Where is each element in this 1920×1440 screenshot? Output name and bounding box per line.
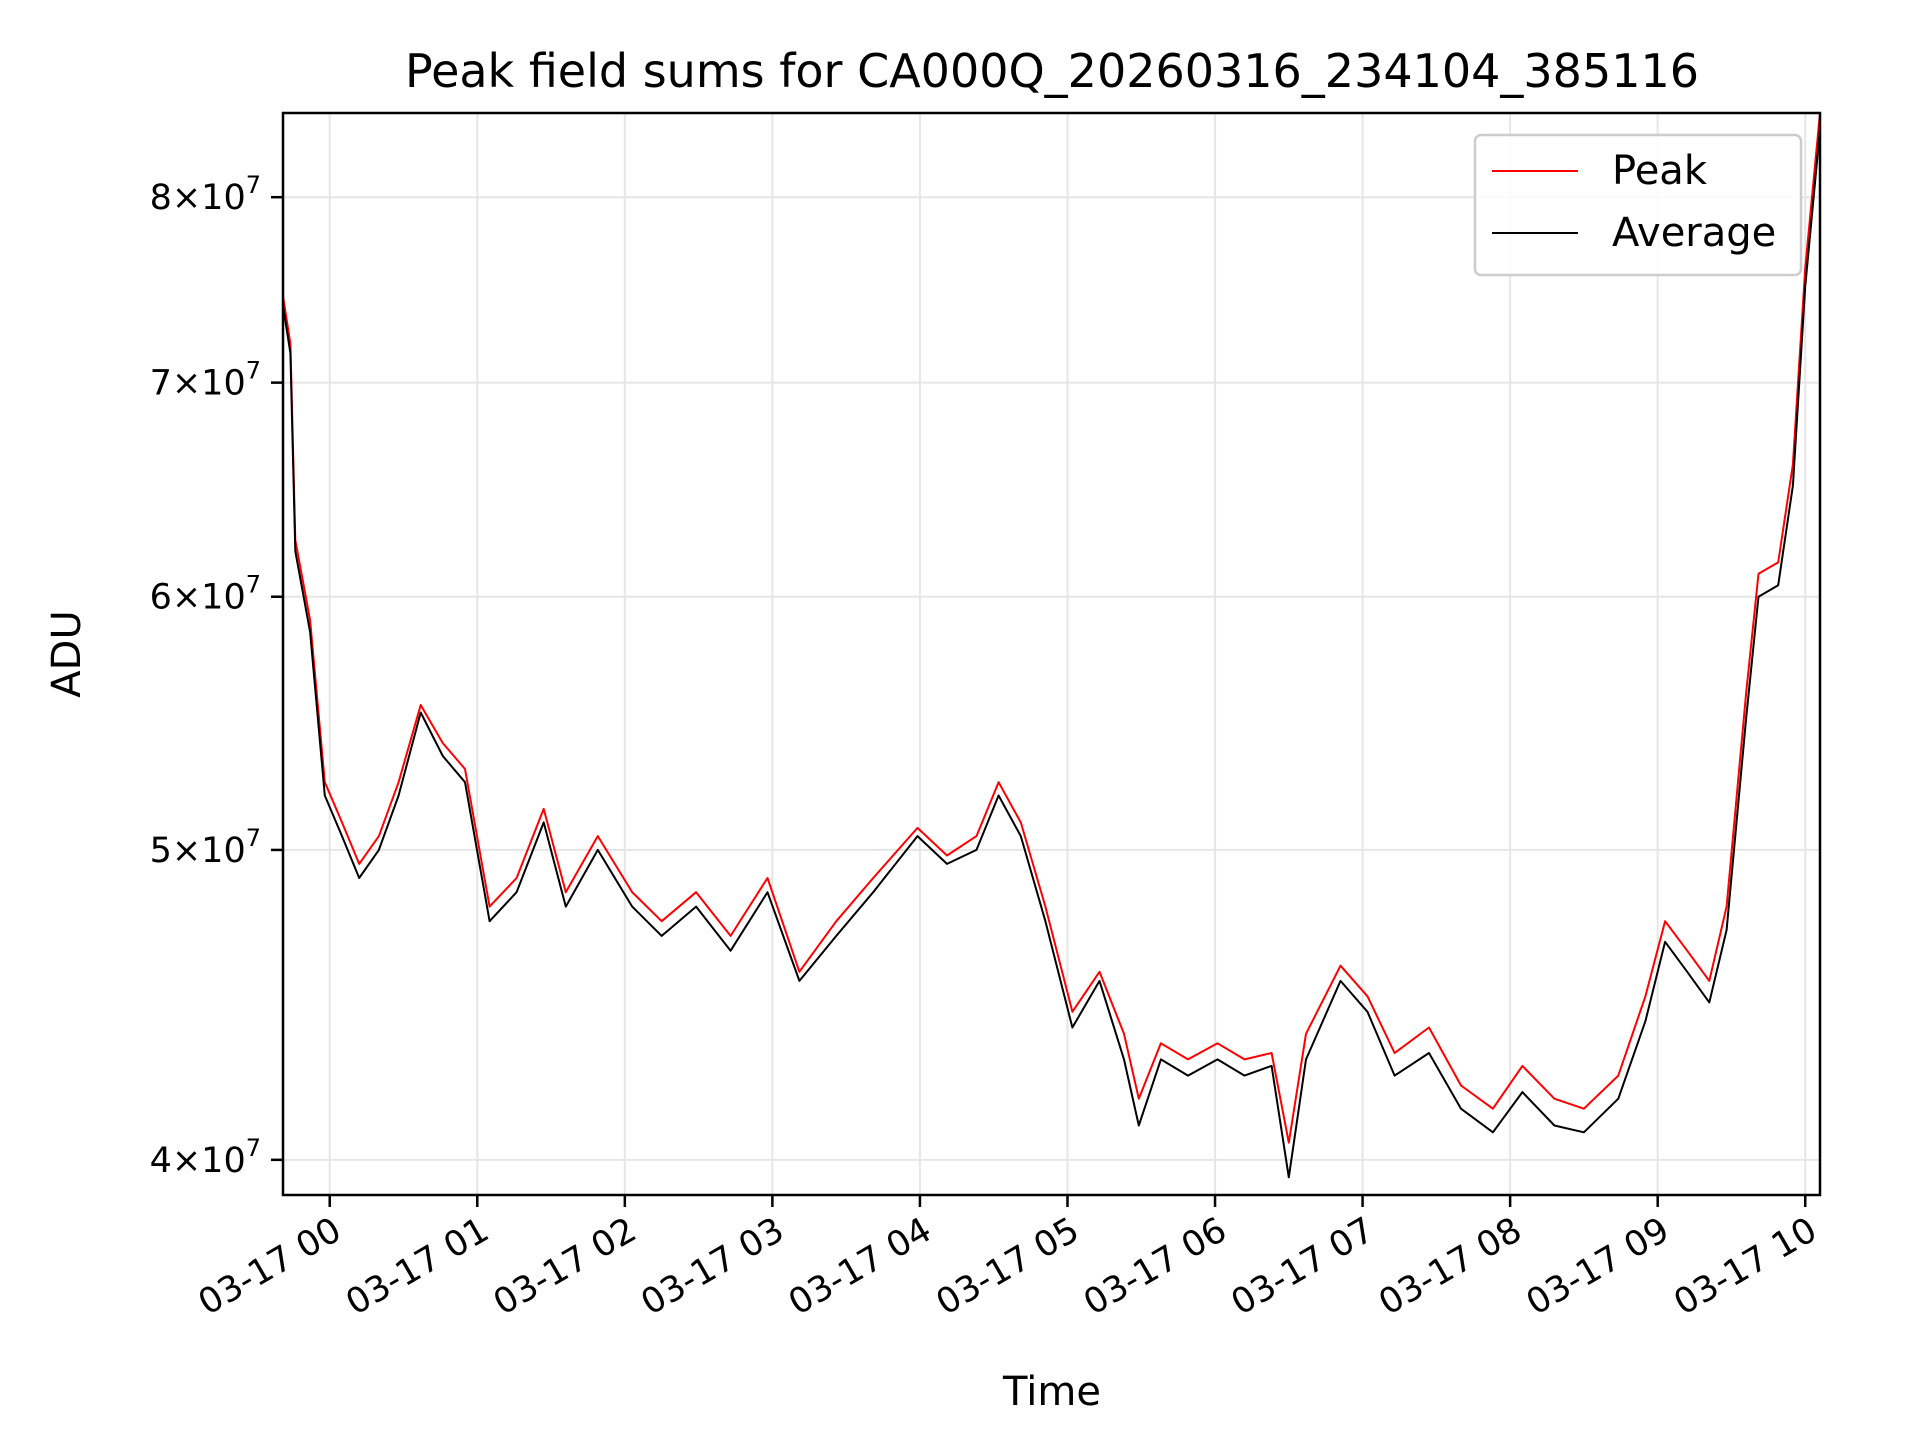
plot-frame bbox=[281, 111, 1822, 1197]
series-line-average bbox=[283, 129, 1820, 1179]
legend-label-peak: Peak bbox=[1612, 148, 1708, 194]
y-tick-label: 4×107 bbox=[150, 1134, 261, 1181]
x-tick-label: 03-17 03 bbox=[635, 1210, 791, 1323]
x-tick-label: 03-17 10 bbox=[1667, 1210, 1823, 1323]
x-tick-label: 03-17 01 bbox=[339, 1210, 495, 1323]
x-tick-label: 03-17 04 bbox=[782, 1210, 938, 1323]
x-axis-label: Time bbox=[1002, 1369, 1101, 1415]
y-tick-label: 6×107 bbox=[150, 571, 261, 618]
plot-series bbox=[283, 113, 1820, 1179]
x-tick-label: 03-17 00 bbox=[192, 1210, 348, 1323]
legend: Peak Average bbox=[1473, 133, 1803, 277]
x-tick-label: 03-17 05 bbox=[930, 1210, 1086, 1323]
x-tick-label: 03-17 07 bbox=[1225, 1210, 1381, 1323]
chart-title: Peak field sums for CA000Q_20260316_2341… bbox=[405, 44, 1699, 98]
y-tick-label: 8×107 bbox=[150, 171, 261, 218]
x-tick-label: 03-17 09 bbox=[1520, 1210, 1676, 1323]
x-tick-label: 03-17 08 bbox=[1372, 1210, 1528, 1323]
series-line-peak bbox=[283, 113, 1820, 1144]
x-tick-label: 03-17 02 bbox=[487, 1210, 643, 1323]
y-axis-label: ADU bbox=[44, 610, 90, 697]
y-tick-label: 5×107 bbox=[150, 824, 261, 871]
legend-label-average: Average bbox=[1612, 210, 1776, 256]
y-tick-label: 7×107 bbox=[150, 357, 261, 404]
x-tick-label: 03-17 06 bbox=[1077, 1210, 1233, 1323]
